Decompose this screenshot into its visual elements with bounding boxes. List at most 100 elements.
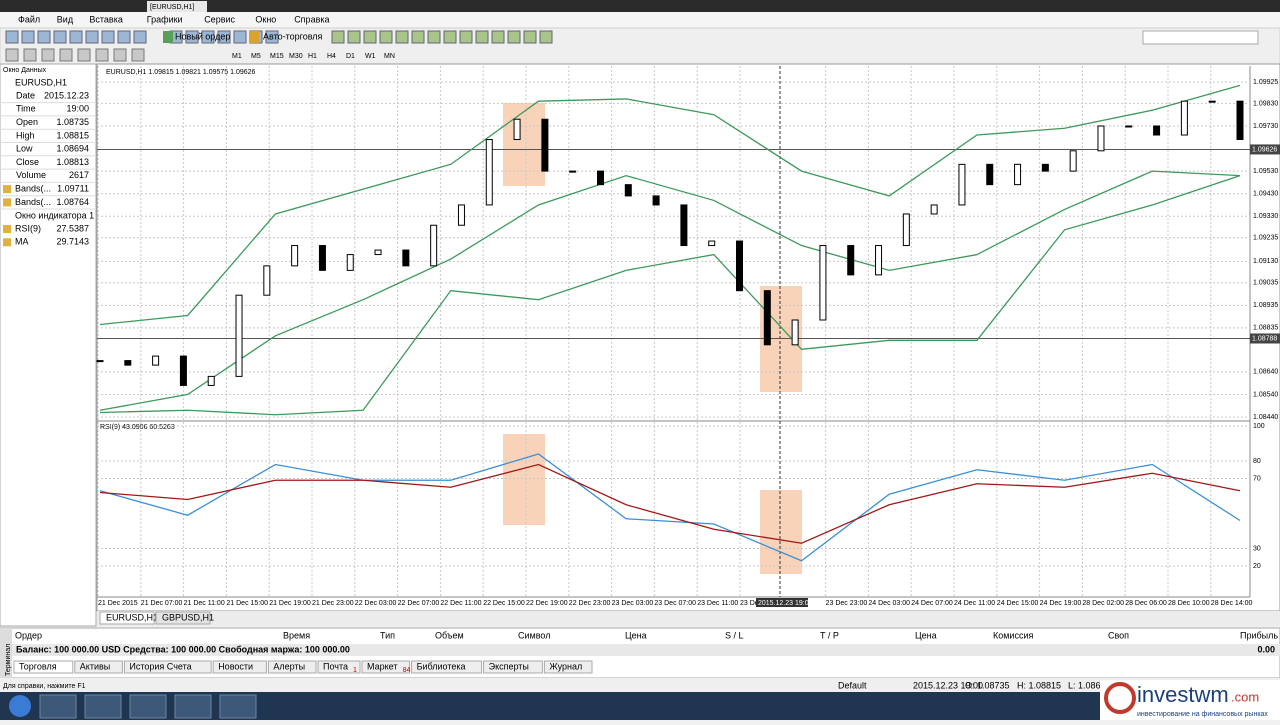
chart-tab-label[interactable]: EURUSD,H1: [106, 612, 158, 622]
tool-icon[interactable]: [507, 30, 521, 44]
search-box[interactable]: [1142, 30, 1259, 45]
timeframe-button[interactable]: M1: [232, 53, 242, 60]
timeframe-button[interactable]: H1: [308, 53, 317, 60]
timeframe-button[interactable]: M30: [289, 53, 303, 60]
timeframe-button[interactable]: M15: [270, 53, 284, 60]
terminal-tab[interactable]: [361, 660, 411, 674]
tool-icon[interactable]: [217, 30, 231, 44]
column-header[interactable]: Цена: [915, 630, 937, 640]
terminal-tab-label[interactable]: Почта: [323, 661, 348, 671]
tool-icon[interactable]: [59, 48, 73, 62]
tool-icon[interactable]: [95, 48, 109, 62]
tool-icon[interactable]: [539, 30, 553, 44]
column-header[interactable]: Время: [283, 630, 310, 640]
tool-icon[interactable]: [331, 30, 345, 44]
menu-item[interactable]: Вид: [57, 14, 74, 24]
tool-icon[interactable]: [5, 48, 19, 62]
menu-item[interactable]: Графики: [147, 14, 183, 24]
column-header[interactable]: Объем: [435, 630, 464, 640]
chart-tab[interactable]: [99, 611, 155, 625]
chart-tab-label[interactable]: GBPUSD,H1: [162, 612, 214, 622]
tool-icon[interactable]: [475, 30, 489, 44]
terminal-tab[interactable]: [317, 660, 361, 674]
chart-tab[interactable]: [155, 611, 211, 625]
tool-icon[interactable]: [163, 31, 173, 43]
menu-item[interactable]: Вставка: [89, 14, 122, 24]
column-header[interactable]: Комиссия: [993, 630, 1033, 640]
tool-icon[interactable]: [379, 30, 393, 44]
timeframe-button[interactable]: MN: [384, 53, 395, 60]
tool-icon[interactable]: [5, 30, 19, 44]
column-header[interactable]: Ордер: [15, 630, 42, 640]
menu-item[interactable]: Справка: [294, 14, 329, 24]
tool-icon[interactable]: [41, 48, 55, 62]
tool-icon[interactable]: [411, 30, 425, 44]
tool-icon[interactable]: [53, 30, 67, 44]
tool-icon[interactable]: [395, 30, 409, 44]
column-header[interactable]: S / L: [725, 630, 744, 640]
terminal-tab-label[interactable]: Торговля: [19, 661, 57, 671]
terminal-tab-label[interactable]: История Счета: [129, 661, 191, 671]
taskbar-app[interactable]: [39, 694, 77, 719]
terminal-tab[interactable]: [267, 660, 317, 674]
taskbar-app[interactable]: [84, 694, 122, 719]
new-order-button[interactable]: Новый ордер: [175, 31, 230, 41]
menu-item[interactable]: Сервис: [204, 14, 235, 24]
tool-icon[interactable]: [459, 30, 473, 44]
tool-icon[interactable]: [233, 30, 247, 44]
taskbar-app[interactable]: [219, 694, 257, 719]
terminal-tab-label[interactable]: Эксперты: [489, 661, 529, 671]
tool-icon[interactable]: [491, 30, 505, 44]
timeframe-button[interactable]: D1: [346, 53, 355, 60]
tool-icon[interactable]: [185, 30, 199, 44]
tool-icon[interactable]: [523, 30, 537, 44]
auto-trading-button[interactable]: Авто-торговля: [263, 31, 323, 41]
tool-icon[interactable]: [37, 30, 51, 44]
timeframe-button[interactable]: W1: [365, 53, 376, 60]
column-header[interactable]: Символ: [518, 630, 550, 640]
column-header[interactable]: T / P: [820, 630, 839, 640]
column-header[interactable]: Прибыль: [1240, 630, 1278, 640]
terminal-tab-label[interactable]: Активы: [80, 661, 110, 671]
menu-item[interactable]: Окно: [255, 14, 276, 24]
terminal-tab[interactable]: [13, 660, 74, 674]
tool-icon[interactable]: [117, 30, 131, 44]
terminal-tab[interactable]: [74, 660, 123, 674]
tool-icon[interactable]: [427, 30, 441, 44]
tool-icon[interactable]: [21, 30, 35, 44]
terminal-tab[interactable]: [411, 660, 483, 674]
terminal-tab[interactable]: [212, 660, 267, 674]
terminal-tab[interactable]: [543, 660, 593, 674]
terminal-tab-label[interactable]: Библиотека: [417, 661, 466, 671]
tool-icon[interactable]: [113, 48, 127, 62]
tool-icon[interactable]: [85, 30, 99, 44]
taskbar-app[interactable]: [174, 694, 212, 719]
tool-icon[interactable]: [265, 30, 279, 44]
tool-icon[interactable]: [23, 48, 37, 62]
terminal-tab-label[interactable]: Журнал: [549, 661, 582, 671]
terminal-tab-label[interactable]: Алерты: [273, 661, 305, 671]
timeframe-button[interactable]: M5: [251, 53, 261, 60]
tool-icon[interactable]: [101, 30, 115, 44]
tool-icon[interactable]: [363, 30, 377, 44]
terminal-tab[interactable]: [483, 660, 543, 674]
column-header[interactable]: Цена: [625, 630, 647, 640]
tool-icon[interactable]: [133, 30, 147, 44]
tool-icon[interactable]: [131, 48, 145, 62]
terminal-tab[interactable]: [123, 660, 212, 674]
tool-icon[interactable]: [249, 31, 259, 43]
tool-icon[interactable]: [443, 30, 457, 44]
column-header[interactable]: Своп: [1108, 630, 1129, 640]
start-button[interactable]: [9, 695, 31, 717]
column-header[interactable]: Тип: [380, 630, 395, 640]
taskbar-app[interactable]: [129, 694, 167, 719]
timeframe-button[interactable]: H4: [327, 53, 336, 60]
tool-icon[interactable]: [69, 30, 83, 44]
tool-icon[interactable]: [201, 30, 215, 44]
menu-item[interactable]: Файл: [18, 14, 40, 24]
tool-icon[interactable]: [347, 30, 361, 44]
tab-badge: 1: [353, 667, 357, 674]
terminal-tab-label[interactable]: Маркет: [367, 661, 397, 671]
terminal-tab-label[interactable]: Новости: [218, 661, 253, 671]
tool-icon[interactable]: [77, 48, 91, 62]
